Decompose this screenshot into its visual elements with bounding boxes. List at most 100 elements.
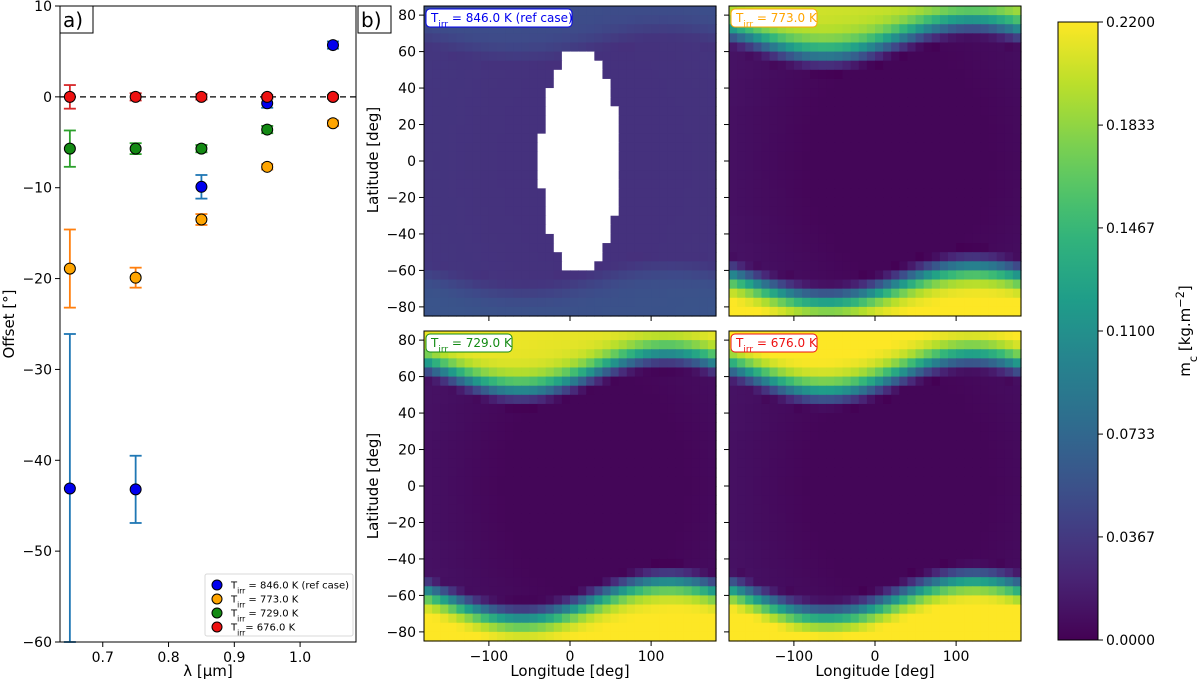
heatmap-cell bbox=[745, 51, 754, 62]
heatmap-cell bbox=[923, 188, 933, 199]
heatmap-cell bbox=[883, 15, 892, 25]
heatmap-cell bbox=[923, 568, 933, 578]
heatmap-cell bbox=[480, 115, 490, 126]
heatmap-cell bbox=[761, 279, 771, 290]
heatmap-cell bbox=[480, 24, 490, 34]
heatmap-cell bbox=[699, 331, 709, 341]
heatmap-cell bbox=[834, 270, 844, 281]
heatmap-cell bbox=[948, 24, 957, 34]
heatmap-cell bbox=[472, 42, 482, 53]
heatmap-cell bbox=[578, 385, 587, 396]
heatmap-cell bbox=[737, 279, 746, 290]
heatmap-cell bbox=[948, 540, 957, 551]
heatmap-cell bbox=[480, 422, 490, 432]
heatmap-cell bbox=[667, 440, 677, 451]
heatmap-cell bbox=[907, 458, 917, 469]
heatmap-cell bbox=[513, 340, 522, 350]
heatmap-cell bbox=[432, 568, 441, 578]
heatmap-cell bbox=[634, 243, 644, 253]
heatmap-cell bbox=[1012, 197, 1022, 208]
heatmap-cell bbox=[866, 486, 876, 496]
heatmap-cell bbox=[793, 33, 803, 44]
heatmap-cell bbox=[699, 431, 709, 442]
heatmap-cell bbox=[561, 243, 571, 253]
heatmap-cell bbox=[424, 142, 433, 153]
heatmap-cell bbox=[850, 188, 860, 199]
heatmap-cell bbox=[802, 449, 811, 460]
heatmap-cell bbox=[602, 170, 612, 180]
heatmap-cell bbox=[456, 358, 466, 369]
heatmap-cell bbox=[923, 69, 933, 80]
heatmap-cell bbox=[707, 449, 717, 460]
heatmap-cell bbox=[923, 179, 933, 189]
heatmap-cell bbox=[834, 106, 844, 117]
heatmap-cell bbox=[972, 252, 982, 262]
heatmap-cell bbox=[675, 422, 685, 432]
heatmap-cell bbox=[472, 504, 482, 514]
heatmap-cell bbox=[939, 179, 949, 189]
heatmap-cell bbox=[907, 331, 917, 341]
legend-marker bbox=[211, 621, 223, 633]
heatmap-cell bbox=[1004, 142, 1014, 153]
heatmap-cell bbox=[842, 88, 852, 98]
heatmap-cell bbox=[610, 151, 620, 162]
heatmap-cell bbox=[858, 522, 868, 533]
heatmap-cell bbox=[729, 431, 738, 442]
heatmap-cell bbox=[667, 413, 677, 423]
heatmap-cell bbox=[785, 188, 795, 199]
heatmap-cell bbox=[850, 467, 860, 478]
heatmap-cell bbox=[456, 233, 466, 244]
heatmap-cell bbox=[753, 367, 763, 378]
heatmap-cell bbox=[464, 69, 474, 80]
heatmap-cell bbox=[651, 376, 660, 387]
heatmap-cell bbox=[480, 33, 490, 44]
heatmap-cell bbox=[675, 51, 685, 62]
heatmap-cell bbox=[561, 279, 571, 290]
heatmap-cell bbox=[561, 115, 571, 126]
heatmap-cell bbox=[651, 367, 660, 378]
heatmap-cell bbox=[529, 422, 539, 432]
heatmap-cell bbox=[448, 206, 458, 217]
heatmap-cell bbox=[753, 306, 763, 317]
heatmap-cell bbox=[610, 243, 620, 253]
heatmap-cell bbox=[818, 522, 827, 533]
heatmap-cell bbox=[488, 51, 498, 62]
heatmap-cell bbox=[834, 595, 844, 606]
heatmap-cell bbox=[448, 540, 458, 551]
heatmap-cell bbox=[553, 577, 563, 587]
heatmap-cell bbox=[505, 394, 514, 405]
heatmap-cell bbox=[996, 486, 1006, 496]
heatmap-cell bbox=[761, 233, 771, 244]
heatmap-cell bbox=[883, 422, 892, 432]
heatmap-cell bbox=[545, 476, 555, 487]
heatmap-cell bbox=[1012, 261, 1022, 272]
heatmap-cell bbox=[785, 467, 795, 478]
heatmap-cell bbox=[659, 97, 668, 107]
heatmap-cell bbox=[537, 586, 547, 597]
heatmap-cell bbox=[594, 133, 604, 144]
panel-a-y-label: Offset [°] bbox=[0, 289, 18, 358]
heatmap-cell bbox=[785, 60, 795, 71]
heatmap-cell bbox=[907, 224, 917, 235]
heatmap-cell bbox=[570, 504, 579, 514]
heatmap-cell bbox=[578, 558, 587, 569]
heatmap-cell bbox=[883, 331, 892, 341]
heatmap-cell bbox=[626, 613, 636, 624]
heatmap-cell bbox=[594, 586, 604, 597]
heatmap-cell bbox=[769, 394, 779, 405]
heatmap-cell bbox=[529, 97, 539, 107]
heatmap-cell bbox=[424, 431, 433, 442]
heatmap-cell bbox=[497, 161, 506, 171]
heatmap-cell bbox=[793, 24, 803, 34]
heatmap-cell bbox=[675, 504, 685, 514]
heatmap-cell bbox=[875, 476, 884, 487]
heatmap-cell bbox=[793, 233, 803, 244]
heatmap-cell bbox=[1004, 60, 1014, 71]
heatmap-cell bbox=[891, 476, 900, 487]
heatmap-cell bbox=[561, 252, 571, 262]
heatmap-cell bbox=[488, 413, 498, 423]
heatmap-cell bbox=[793, 522, 803, 533]
heatmap-cell bbox=[643, 215, 652, 226]
heatmap-cell bbox=[472, 133, 482, 144]
heatmap-cell bbox=[424, 558, 433, 569]
